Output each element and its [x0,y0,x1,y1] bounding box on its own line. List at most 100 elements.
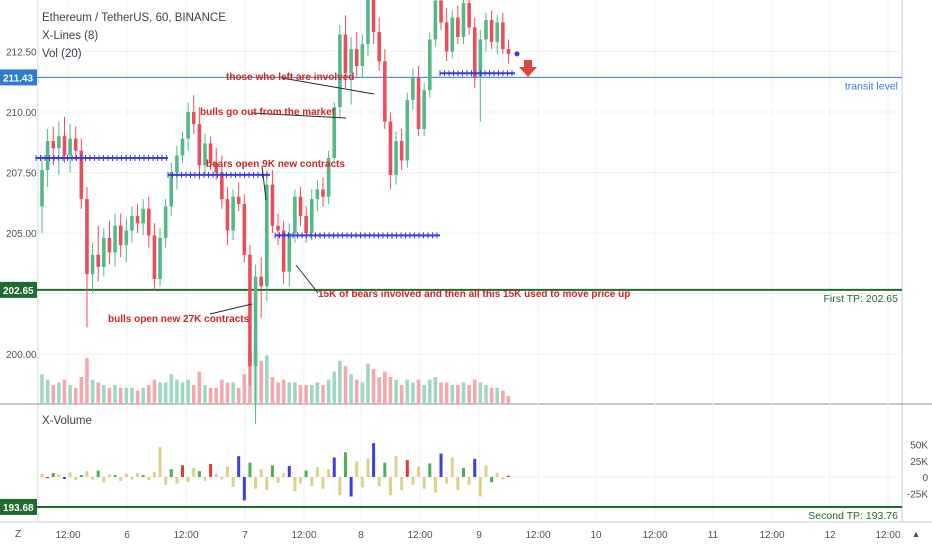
time-tick-label: 12:00 [407,530,432,541]
candle-body [163,206,168,238]
xvolume-bar [372,443,376,477]
xvolume-bar [417,466,421,477]
volume-bar [467,385,471,404]
candle-body [169,172,174,207]
volume-bar [51,385,56,404]
volume-bar [287,382,292,404]
candle-body [287,233,292,272]
xvolume-bar [343,452,347,477]
xvolume-bar [113,475,117,477]
xvolume-bar [388,477,392,496]
xvolume-bar [276,477,280,483]
xvolume-bar [299,477,303,484]
volume-bar [427,379,432,404]
volume-bar [68,385,72,404]
xvolume-bar [91,477,95,480]
volume-bar [349,374,353,404]
volume-bar [315,382,320,404]
volume-bar [360,382,365,404]
annotation-text: bulls open new 27K contracts [108,314,250,325]
volume-bar [231,382,235,404]
volume-bar [461,382,466,404]
candle-body [293,196,297,233]
level-price-tag [0,69,37,86]
xvolume-bar [473,458,477,477]
candle-body [416,78,421,129]
time-tick-label: 12:00 [875,530,900,541]
xvolume-bar [220,477,224,480]
time-tick-label: 12:00 [642,530,667,541]
volume-bar [220,379,224,404]
xvolume-bar [338,477,342,496]
level-label: transit level [845,80,898,92]
candle-body [158,237,162,279]
candle-body [276,225,280,231]
candle-body [90,254,95,275]
candle-body [467,3,471,28]
candle-body [113,225,117,253]
xvolume-bar [203,477,207,481]
xvolume-bar [130,477,134,480]
candle-body [360,44,365,67]
volume-bar [169,374,174,404]
candle-body [472,27,477,79]
xvolume-bar [46,477,50,479]
xvolume-bar [181,465,184,477]
volume-bar [203,385,207,404]
candle-body [501,22,505,50]
xvolume-bar [456,477,460,490]
xvolume-bar [462,467,465,477]
time-tick-label: 7 [242,530,248,541]
volume-bar [472,379,477,404]
xvolume-bar [209,464,213,477]
candle-body [73,138,78,151]
candle-body [321,189,325,197]
volume-bar [377,377,381,404]
volume-bar [152,379,157,404]
candle-body [461,3,466,37]
volume-bar [130,387,134,404]
candle-body [248,254,252,367]
level-price-text: 211.43 [3,73,33,84]
xvolume-bar [265,477,269,490]
candle-body [456,17,460,37]
candle-body [118,225,123,246]
volume-bar [141,387,145,404]
candle-body [281,230,286,272]
xvolume-bar [124,473,128,477]
candle-body [259,276,263,287]
candle-body [102,237,106,267]
candle-body [85,199,89,275]
volume-bar [484,385,488,404]
time-tick-label: 12 [824,530,836,541]
volume-bar [416,379,421,404]
xvolume-bar [360,477,364,488]
xvolume-bar [192,467,196,477]
xvolume-bar [282,473,286,477]
volume-bar [191,385,196,404]
xvolume-bar [74,477,78,481]
zoom-corner-label: Z [15,529,21,540]
annotation-leader [295,264,319,294]
annotation-leader [209,303,253,315]
volume-bar [304,385,308,404]
volume-bar [90,379,95,404]
annotation-text: bears open 9K new contracts [206,159,345,170]
candle-body [180,138,185,156]
time-tick-label: 8 [358,530,364,541]
xvolume-bar [164,477,168,485]
price-tick-label: 212.50 [6,48,37,59]
candle-body [141,208,145,224]
xvolume-bar [304,470,308,477]
xvolume-bar [428,463,432,477]
xvolume-tick-label: 0 [922,473,928,484]
xvolume-bar [175,477,179,484]
volume-bar [175,379,179,404]
volume-bar [85,358,89,404]
volume-bar [259,360,263,404]
xvolume-bar [96,470,100,477]
level-label: First TP: 202.65 [823,293,898,305]
candle-body [495,22,500,42]
